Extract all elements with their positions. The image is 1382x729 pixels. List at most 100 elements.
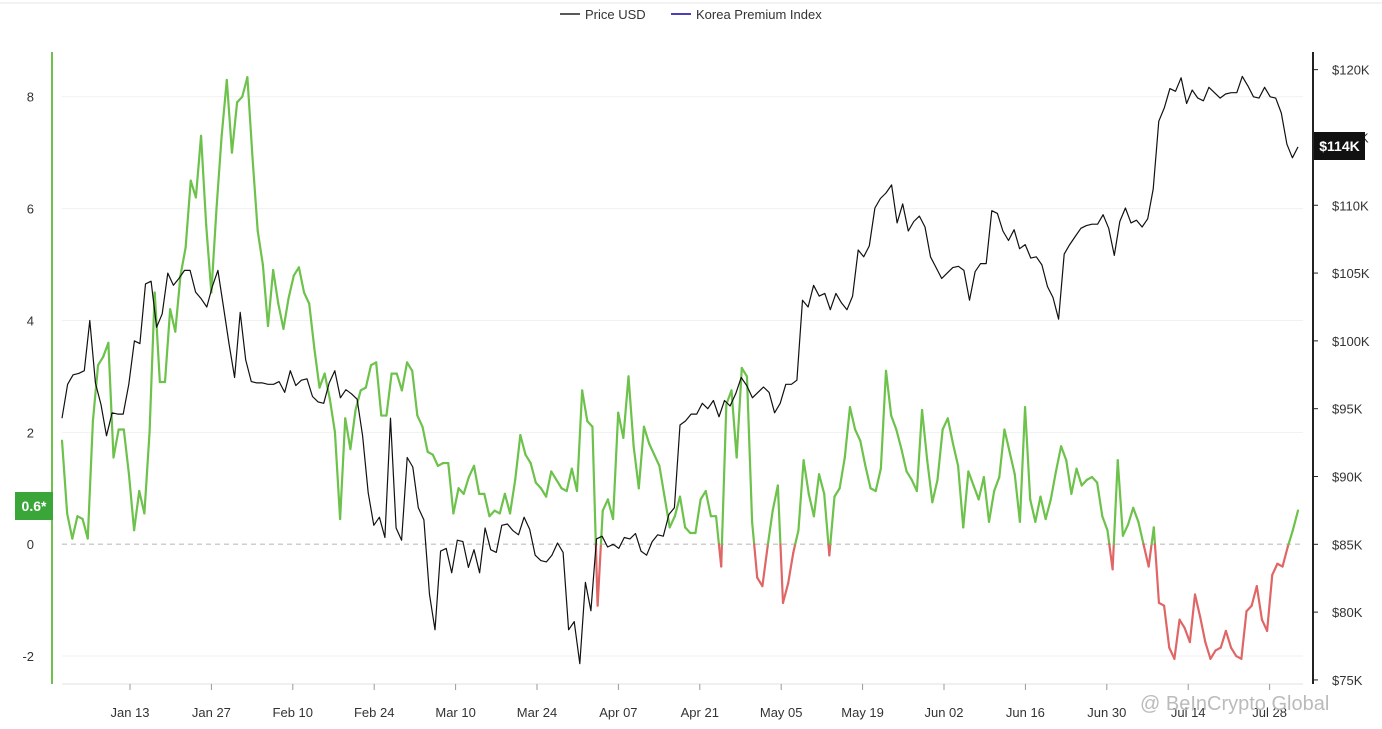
- premium-segment: [900, 447, 908, 473]
- premium-segment: [107, 341, 115, 459]
- price-series: [61, 75, 1299, 665]
- premium-segment: [1044, 498, 1052, 521]
- premium-segment: [297, 266, 306, 294]
- premium-segment: [169, 308, 177, 333]
- premium-segment: [982, 475, 991, 523]
- right-tick-label: $80K: [1332, 605, 1363, 620]
- premium-segment: [447, 461, 455, 515]
- premium-segment: [779, 543, 785, 605]
- premium-segment: [1193, 593, 1202, 618]
- x-tick-label: Jun 30: [1087, 705, 1126, 720]
- premium-segment: [936, 428, 944, 481]
- premium-segment: [601, 498, 610, 512]
- premium-segment: [575, 389, 584, 493]
- premium-segment: [153, 291, 161, 384]
- premium-segment: [941, 417, 949, 431]
- premium-segment: [328, 397, 337, 434]
- premium-segment: [926, 459, 934, 504]
- korea-premium-series: [60, 76, 1300, 660]
- premium-segment: [1101, 515, 1109, 532]
- premium-current-badge-bg: [15, 492, 53, 520]
- premium-segment: [1245, 604, 1253, 613]
- premium-segment: [678, 495, 687, 529]
- right-tick-label: $90K: [1332, 469, 1363, 484]
- premium-segment: [1147, 543, 1153, 568]
- price-current-badge-bg: [1314, 132, 1365, 160]
- right-tick-label: $120K: [1332, 63, 1370, 78]
- premium-segment: [591, 425, 597, 546]
- premium-segment: [993, 475, 1001, 493]
- premium-segment: [817, 473, 826, 495]
- premium-segment: [1112, 459, 1119, 546]
- premium-segment: [127, 473, 136, 532]
- premium-segment: [1018, 406, 1027, 523]
- premium-segment: [1287, 529, 1294, 546]
- premium-segment: [714, 515, 721, 546]
- legend-price-label[interactable]: Price USD: [585, 7, 646, 22]
- premium-segment: [694, 498, 702, 535]
- premium-segment: [184, 179, 192, 249]
- premium-segment: [143, 431, 151, 515]
- legend-premium-label[interactable]: Korea Premium Index: [696, 7, 822, 22]
- left-tick-label: 4: [27, 313, 34, 328]
- premium-segment: [720, 543, 724, 568]
- premium-segment: [1173, 618, 1181, 660]
- premium-segment: [843, 406, 852, 459]
- premium-segment: [550, 470, 558, 481]
- premium-segment: [1080, 478, 1088, 487]
- premium-segment: [632, 445, 640, 490]
- premium-segment: [807, 492, 816, 518]
- premium-segment: [1049, 470, 1058, 501]
- premium-segment: [663, 495, 671, 529]
- premium-segment: [323, 372, 331, 400]
- premium-segment: [1132, 506, 1140, 523]
- premium-segment: [802, 459, 810, 495]
- right-tick-label: $85K: [1332, 537, 1363, 552]
- premium-segment: [1199, 615, 1207, 644]
- premium-segment: [421, 425, 429, 453]
- premium-segment: [503, 492, 512, 515]
- premium-segment: [745, 375, 754, 523]
- premium-segment: [781, 582, 790, 605]
- premium-segment: [524, 453, 532, 465]
- left-tick-label: 0: [27, 537, 34, 552]
- premium-segment: [1188, 593, 1197, 644]
- premium-segment: [1209, 649, 1217, 660]
- premium-segment: [1265, 573, 1274, 632]
- premium-segment: [395, 372, 403, 392]
- premium-segment: [215, 134, 223, 210]
- premium-segment: [1224, 629, 1233, 649]
- premium-segment: [740, 366, 749, 378]
- premium-segment: [292, 266, 300, 277]
- price-current-badge-label: $114K: [1319, 138, 1359, 154]
- premium-segment: [1013, 473, 1022, 523]
- premium-segment: [753, 543, 759, 579]
- left-tick-label: 6: [27, 202, 34, 217]
- premium-segment: [514, 434, 522, 481]
- premium-current-badge-label: 0.6*: [22, 498, 47, 514]
- premium-segment: [647, 442, 656, 456]
- premium-segment: [416, 414, 424, 428]
- premium-segment: [508, 478, 517, 515]
- premium-segment: [684, 526, 692, 535]
- premium-segment: [1070, 467, 1078, 495]
- premium-segment: [823, 492, 830, 546]
- premium-segment: [220, 78, 228, 137]
- premium-segment: [967, 470, 975, 487]
- premium-segment: [529, 461, 537, 484]
- premium-segment: [122, 428, 131, 476]
- premium-segment: [400, 361, 409, 392]
- x-tick-label: Feb 10: [273, 705, 313, 720]
- premium-segment: [71, 515, 79, 540]
- premium-segment: [776, 484, 782, 546]
- price-current-badge: $114K: [1314, 132, 1365, 160]
- premium-segment: [472, 464, 481, 495]
- premium-segment: [91, 364, 100, 423]
- x-tick-label: Jun 02: [924, 705, 963, 720]
- premium-segment: [1204, 640, 1212, 660]
- premium-segment: [1281, 545, 1289, 568]
- premium-segment: [792, 543, 797, 554]
- left-tick-label: 8: [27, 90, 34, 105]
- premium-segment: [261, 263, 270, 328]
- premium-segment: [596, 543, 603, 607]
